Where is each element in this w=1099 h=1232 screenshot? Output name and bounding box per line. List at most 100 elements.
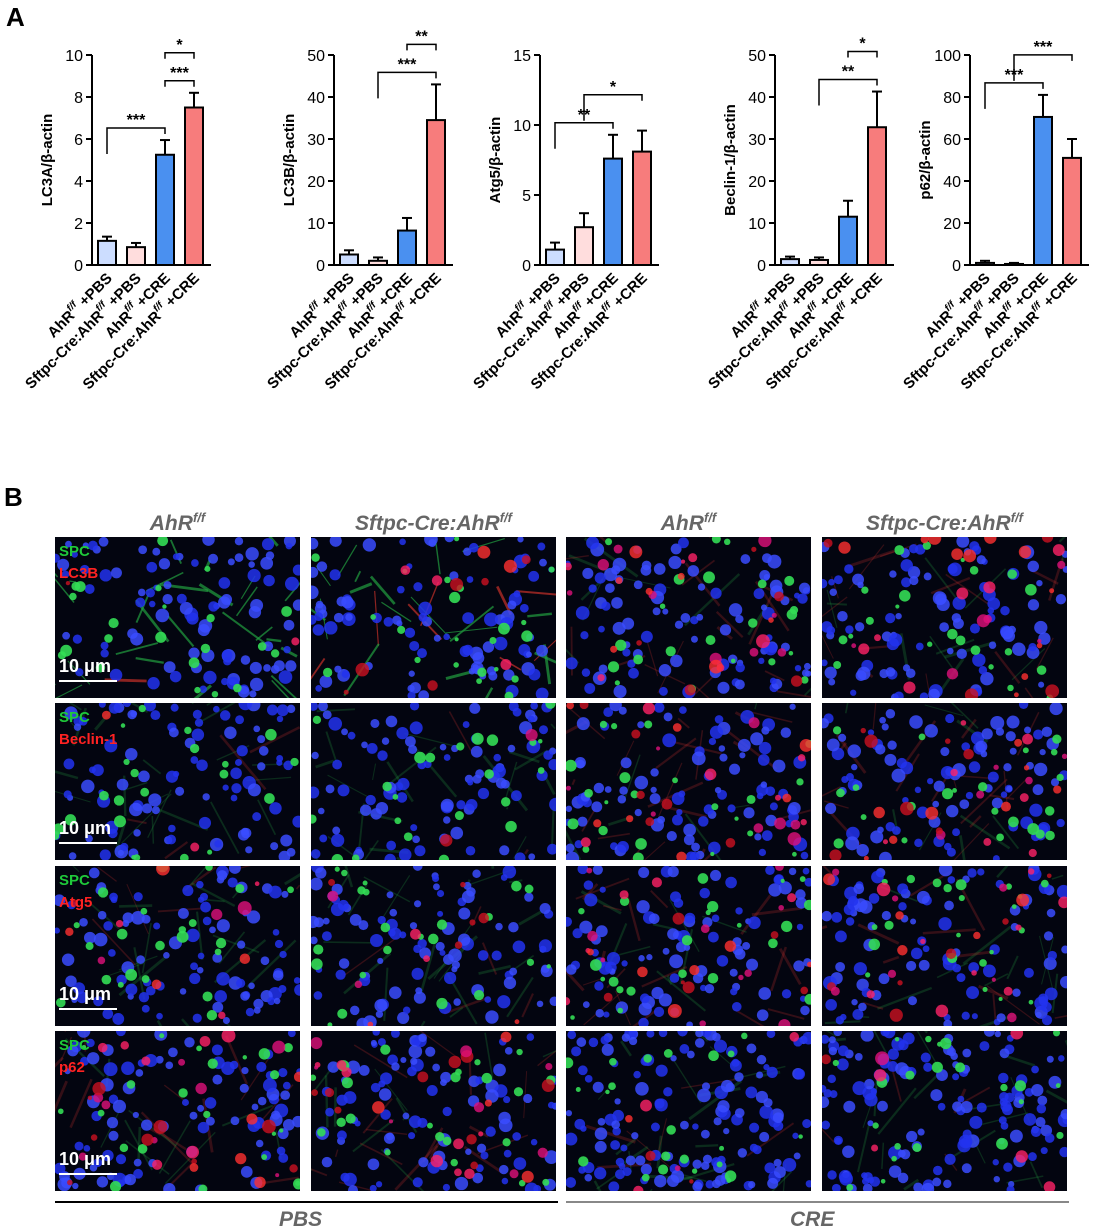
micrograph-image — [311, 866, 556, 1026]
micrograph-image — [566, 1031, 811, 1191]
bar — [398, 231, 416, 265]
significance-label: * — [859, 36, 866, 53]
y-tick-label: 40 — [943, 174, 961, 191]
micrograph-tile — [311, 537, 556, 698]
significance-label: ** — [415, 28, 428, 45]
significance-bracket — [985, 83, 1043, 109]
y-tick-label: 6 — [74, 132, 83, 149]
significance-bracket — [378, 72, 436, 98]
scale-bar-line — [59, 1008, 117, 1010]
y-tick-label: 30 — [307, 132, 325, 149]
y-axis-title: LC3B/β-actin — [281, 114, 298, 207]
y-tick-label: 0 — [74, 258, 83, 275]
micrograph-tile — [566, 1031, 811, 1191]
significance-label: * — [610, 79, 617, 96]
y-tick-label: 10 — [513, 118, 531, 135]
scale-bar-line — [59, 680, 117, 682]
y-axis-title: p62/β-actin — [917, 120, 934, 199]
micrograph-image — [822, 866, 1067, 1026]
y-tick-label: 50 — [748, 48, 766, 65]
scale-bar-label: 10 μm — [59, 656, 111, 676]
y-tick-label: 0 — [316, 258, 325, 275]
column-header: AhRf/f — [566, 510, 811, 536]
cre-group-line — [566, 1201, 1069, 1203]
bar — [156, 155, 174, 265]
y-tick-label: 15 — [513, 48, 531, 65]
spc-stain-label: SPC — [59, 1035, 90, 1057]
micrograph-image — [822, 1031, 1067, 1191]
scale-bar: 10 μm — [59, 1149, 117, 1175]
micrograph-tile — [566, 866, 811, 1026]
marker-stain-label: Atg5 — [59, 892, 92, 914]
micrograph-tile — [822, 537, 1067, 698]
bar — [546, 250, 564, 265]
cre-group-label: CRE — [790, 1208, 834, 1232]
significance-label: * — [176, 37, 183, 54]
spc-stain-label: SPC — [59, 707, 117, 729]
y-tick-label: 20 — [748, 174, 766, 191]
significance-bracket — [584, 95, 642, 121]
column-header: Sftpc-Cre:AhRf/f — [311, 510, 556, 536]
y-tick-label: 80 — [943, 90, 961, 107]
bar — [976, 263, 994, 265]
pbs-group-label: PBS — [279, 1208, 322, 1232]
y-axis-title: LC3A/β-actin — [39, 114, 56, 207]
micrograph-image — [566, 537, 811, 698]
micrograph-tile — [311, 703, 556, 860]
micrograph-tile — [822, 703, 1067, 860]
spc-stain-label: SPC — [59, 870, 92, 892]
y-tick-label: 20 — [943, 216, 961, 233]
y-tick-label: 50 — [307, 48, 325, 65]
significance-label: *** — [170, 65, 189, 82]
micrograph-image — [311, 703, 556, 860]
scale-bar: 10 μm — [59, 984, 117, 1010]
bar — [868, 127, 886, 265]
x-tick-label: Sftpc-Cre:AhRf/f +PBS — [704, 268, 828, 392]
x-tick-label: Sftpc-Cre:AhRf/f +PBS — [469, 268, 593, 392]
bar — [427, 120, 445, 265]
micrograph-image — [311, 1031, 556, 1191]
y-tick-label: 10 — [65, 48, 83, 65]
y-tick-label: 20 — [307, 174, 325, 191]
bar — [604, 159, 622, 265]
significance-label: ** — [842, 64, 855, 81]
micrograph-image — [822, 537, 1067, 698]
bar — [369, 261, 387, 265]
column-header: Sftpc-Cre:AhRf/f — [822, 510, 1067, 536]
y-tick-label: 40 — [748, 90, 766, 107]
column-header: AhRf/f — [55, 510, 300, 536]
bar — [810, 260, 828, 265]
marker-stain-label: p62 — [59, 1057, 90, 1079]
y-tick-label: 60 — [943, 132, 961, 149]
micrograph-tile — [311, 866, 556, 1026]
significance-label: *** — [127, 112, 146, 129]
bar — [575, 227, 593, 265]
bar — [633, 152, 651, 265]
scale-bar: 10 μm — [59, 818, 117, 844]
micrograph-image — [566, 866, 811, 1026]
y-tick-label: 5 — [522, 188, 531, 205]
y-axis-title: Beclin-1/β-actin — [722, 104, 739, 216]
y-tick-label: 10 — [748, 216, 766, 233]
pbs-group-line — [55, 1201, 558, 1203]
bar — [1005, 264, 1023, 265]
marker-stain-label: LC3B — [59, 563, 98, 585]
y-tick-label: 2 — [74, 216, 83, 233]
marker-stain-label: Beclin-1 — [59, 729, 117, 751]
micrograph-tile — [822, 1031, 1067, 1191]
micrograph-image — [311, 537, 556, 698]
significance-label: *** — [1034, 39, 1053, 56]
scale-bar: 10 μm — [59, 656, 117, 682]
micrograph-image — [822, 703, 1067, 860]
scale-bar-line — [59, 842, 117, 844]
y-tick-label: 40 — [307, 90, 325, 107]
y-tick-label: 30 — [748, 132, 766, 149]
micrograph-tile — [311, 1031, 556, 1191]
